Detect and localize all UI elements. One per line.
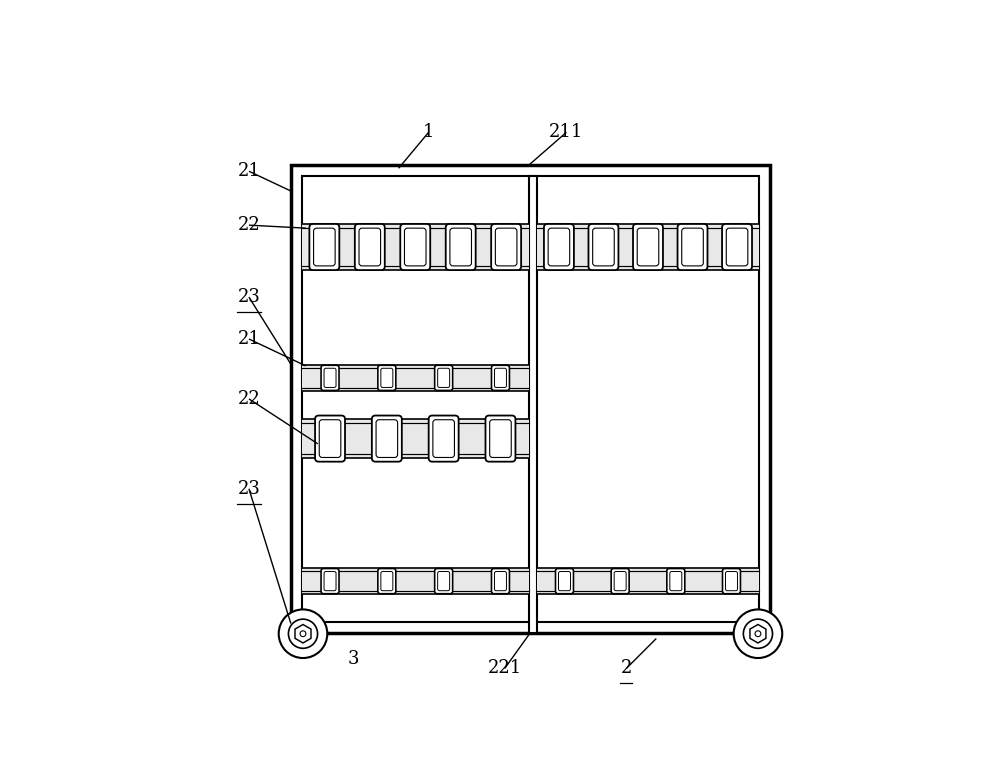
FancyBboxPatch shape: [324, 368, 336, 387]
FancyBboxPatch shape: [670, 572, 682, 591]
FancyBboxPatch shape: [446, 224, 476, 270]
Bar: [537, 568, 759, 594]
FancyBboxPatch shape: [372, 415, 402, 461]
Circle shape: [300, 631, 306, 636]
Text: 221: 221: [488, 660, 522, 678]
Bar: [302, 365, 529, 391]
Circle shape: [288, 619, 318, 648]
Circle shape: [743, 619, 773, 648]
Bar: [537, 223, 759, 271]
FancyBboxPatch shape: [381, 572, 393, 591]
Text: 3: 3: [348, 650, 359, 668]
Text: 23: 23: [237, 288, 260, 306]
FancyBboxPatch shape: [433, 419, 454, 457]
FancyBboxPatch shape: [321, 366, 339, 391]
FancyBboxPatch shape: [678, 224, 707, 270]
FancyBboxPatch shape: [319, 419, 341, 457]
FancyBboxPatch shape: [404, 228, 426, 266]
FancyBboxPatch shape: [438, 368, 450, 387]
Polygon shape: [750, 625, 766, 643]
Circle shape: [734, 609, 782, 658]
FancyBboxPatch shape: [633, 224, 663, 270]
Bar: [302, 176, 759, 622]
FancyBboxPatch shape: [435, 366, 453, 391]
FancyBboxPatch shape: [548, 228, 570, 266]
FancyBboxPatch shape: [725, 572, 737, 591]
Bar: [302, 568, 529, 594]
Text: 1: 1: [423, 123, 434, 142]
FancyBboxPatch shape: [491, 569, 509, 594]
FancyBboxPatch shape: [435, 569, 453, 594]
Bar: [302, 419, 529, 458]
Bar: [291, 165, 770, 633]
FancyBboxPatch shape: [722, 569, 740, 594]
FancyBboxPatch shape: [315, 415, 345, 461]
FancyBboxPatch shape: [556, 569, 573, 594]
Circle shape: [279, 609, 327, 658]
FancyBboxPatch shape: [485, 415, 515, 461]
FancyBboxPatch shape: [722, 224, 752, 270]
FancyBboxPatch shape: [682, 228, 703, 266]
Text: 23: 23: [237, 480, 260, 498]
FancyBboxPatch shape: [376, 419, 398, 457]
Text: 2: 2: [621, 660, 632, 678]
Bar: [302, 223, 529, 271]
FancyBboxPatch shape: [400, 224, 430, 270]
Text: 21: 21: [237, 163, 260, 180]
FancyBboxPatch shape: [378, 569, 396, 594]
FancyBboxPatch shape: [355, 224, 385, 270]
FancyBboxPatch shape: [667, 569, 685, 594]
FancyBboxPatch shape: [378, 366, 396, 391]
FancyBboxPatch shape: [381, 368, 393, 387]
FancyBboxPatch shape: [429, 415, 459, 461]
Circle shape: [755, 631, 761, 636]
Text: 211: 211: [549, 123, 584, 142]
FancyBboxPatch shape: [614, 572, 626, 591]
Text: 22: 22: [238, 390, 260, 408]
FancyBboxPatch shape: [324, 572, 336, 591]
FancyBboxPatch shape: [494, 572, 506, 591]
Bar: [529, 176, 537, 633]
FancyBboxPatch shape: [438, 572, 450, 591]
FancyBboxPatch shape: [321, 569, 339, 594]
FancyBboxPatch shape: [495, 228, 517, 266]
FancyBboxPatch shape: [314, 228, 335, 266]
FancyBboxPatch shape: [558, 572, 570, 591]
FancyBboxPatch shape: [359, 228, 381, 266]
FancyBboxPatch shape: [491, 366, 509, 391]
Polygon shape: [295, 625, 311, 643]
FancyBboxPatch shape: [637, 228, 659, 266]
FancyBboxPatch shape: [450, 228, 471, 266]
FancyBboxPatch shape: [593, 228, 614, 266]
FancyBboxPatch shape: [726, 228, 748, 266]
FancyBboxPatch shape: [611, 569, 629, 594]
Text: 22: 22: [238, 216, 260, 234]
FancyBboxPatch shape: [588, 224, 618, 270]
FancyBboxPatch shape: [490, 419, 511, 457]
FancyBboxPatch shape: [491, 224, 521, 270]
FancyBboxPatch shape: [544, 224, 574, 270]
Text: 21: 21: [237, 330, 260, 348]
FancyBboxPatch shape: [494, 368, 506, 387]
FancyBboxPatch shape: [309, 224, 339, 270]
